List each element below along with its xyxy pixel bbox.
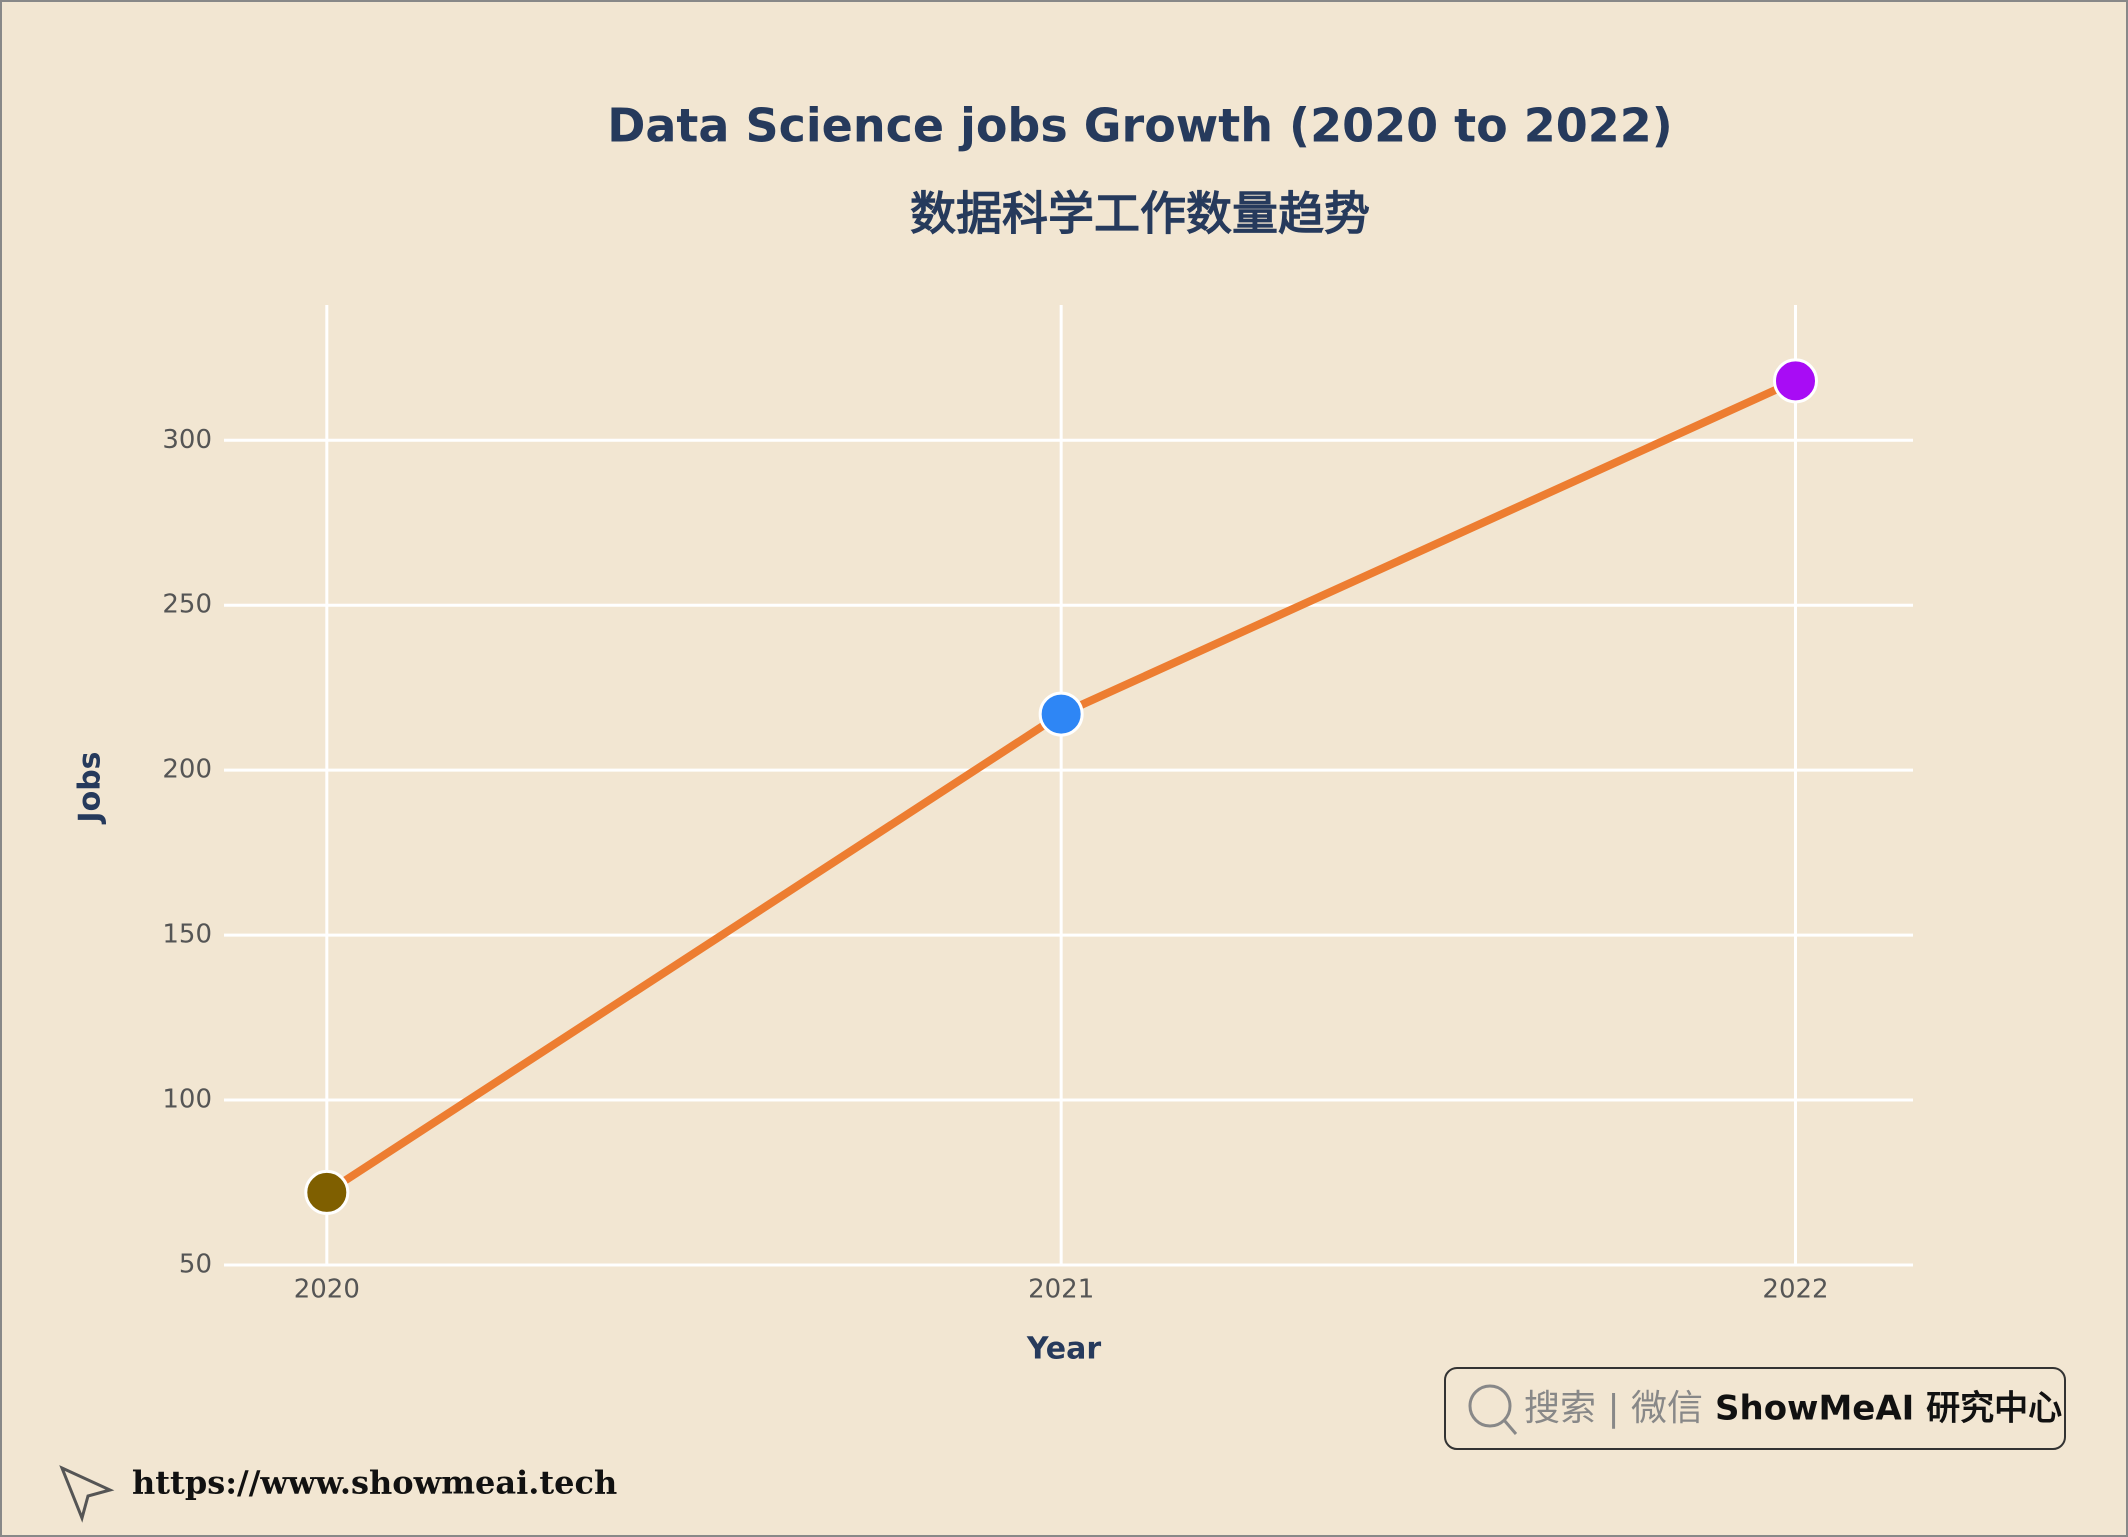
y-tick-label: 50 <box>179 1250 212 1280</box>
x-tick-label: 2020 <box>294 1275 360 1305</box>
y-axis-label: Jobs <box>73 751 108 824</box>
chart-subtitle: 数据科学工作数量趋势 <box>910 187 1370 241</box>
x-tick-label: 2021 <box>1028 1275 1094 1305</box>
marker <box>1038 691 1084 737</box>
url-icon <box>59 1465 115 1523</box>
watermark-url: https://www.showmeai.tech <box>132 1464 617 1502</box>
chart-title: Data Science jobs Growth (2020 to 2022) <box>607 99 1673 153</box>
search-icon <box>1468 1384 1512 1428</box>
y-tick-label: 250 <box>162 590 212 620</box>
watermark-brand: ShowMeAI 研究中心 <box>1715 1389 2062 1429</box>
y-tick-label: 200 <box>162 755 212 785</box>
y-tick-label: 150 <box>162 920 212 950</box>
x-tick-label: 2022 <box>1762 1275 1828 1305</box>
x-axis-label: Year <box>1026 1332 1102 1367</box>
watermark-search: 搜索 | 微信 <box>1524 1388 1703 1429</box>
search-icon <box>1502 1419 1518 1435</box>
watermark-box <box>1444 1367 2066 1450</box>
y-tick-label: 300 <box>162 425 212 455</box>
y-tick-label: 100 <box>162 1085 212 1115</box>
marker <box>1773 358 1819 404</box>
marker <box>304 1169 350 1215</box>
